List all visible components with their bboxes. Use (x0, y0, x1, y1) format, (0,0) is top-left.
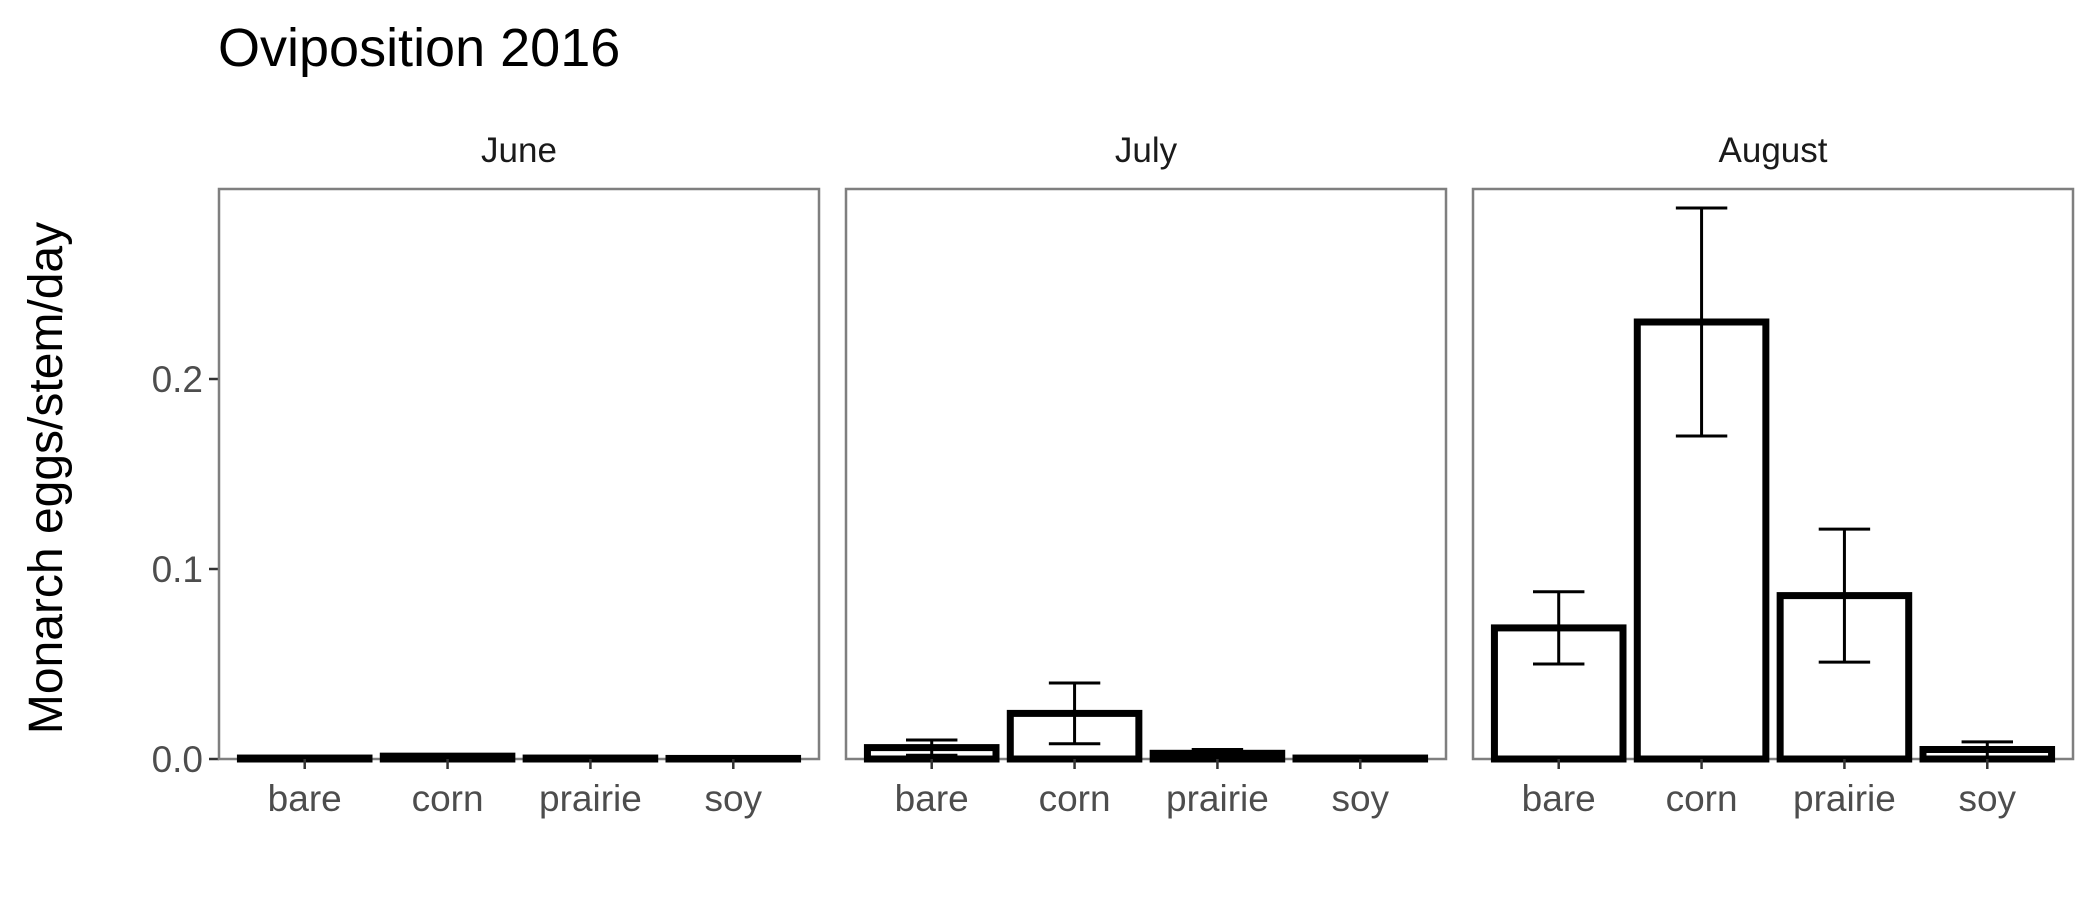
panel-background (844, 187, 1448, 761)
error-bar-corn (421, 753, 474, 759)
facet-panels: June bare corn prairie soy July bare corn prairi… (217, 131, 2075, 819)
facet-panel-june: June bare corn prairie soy (217, 131, 821, 819)
y-axis: 0.0 0.1 0.2 (152, 359, 219, 780)
x-tick-label: soy (704, 778, 762, 819)
facet-strip-label: July (1115, 131, 1178, 170)
error-bar-bare (906, 738, 958, 757)
x-tick-label: corn (412, 778, 484, 819)
error-bar-bare (279, 755, 331, 761)
x-tick-label: prairie (1793, 778, 1896, 819)
error-bar-corn (1675, 206, 1728, 438)
x-tick-label: prairie (1166, 778, 1269, 819)
error-bar-prairie (1818, 527, 1871, 664)
x-tick-label: corn (1666, 778, 1738, 819)
facet-panel-july: July bare corn prairie soy (844, 131, 1448, 819)
facet-panel-august: August bare corn prairie soy (1471, 131, 2075, 819)
chart-title: Oviposition 2016 (218, 18, 620, 78)
error-bar-bare (1533, 590, 1585, 666)
x-tick-label: bare (1522, 778, 1596, 819)
panel-background (217, 187, 821, 761)
x-tick-label: prairie (539, 778, 642, 819)
error-bar-prairie (1191, 748, 1244, 759)
x-tick-label: bare (268, 778, 342, 819)
error-bar-soy (1334, 755, 1386, 761)
error-bar-soy (707, 756, 759, 761)
facet-strip-label: August (1719, 131, 1828, 170)
y-tick-label: 0.0 (152, 739, 203, 780)
y-tick-label: 0.2 (152, 359, 203, 400)
error-bar-corn (1048, 681, 1101, 746)
x-tick-label: soy (1958, 778, 2016, 819)
error-bar-soy (1961, 740, 2013, 759)
y-axis-label: Monarch eggs/stem/day (20, 222, 73, 734)
x-tick-label: bare (895, 778, 969, 819)
facet-strip-label: June (481, 131, 557, 170)
y-tick-label: 0.1 (152, 549, 203, 590)
error-bar-prairie (564, 755, 617, 761)
x-tick-label: corn (1039, 778, 1111, 819)
x-tick-label: soy (1331, 778, 1389, 819)
